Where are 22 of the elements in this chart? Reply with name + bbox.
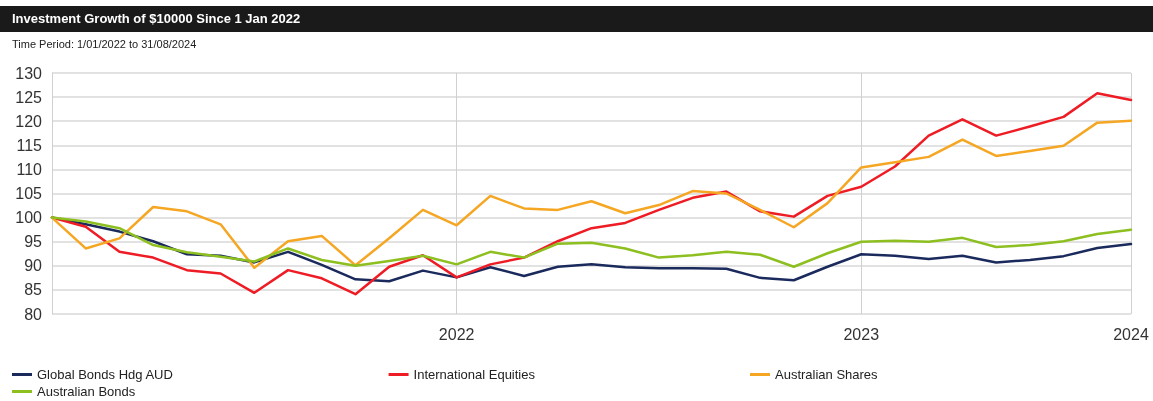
x-tick-label: 2024 xyxy=(1113,325,1149,343)
x-tick-label: 2023 xyxy=(843,325,880,343)
y-tick-label: 85 xyxy=(24,281,43,299)
y-tick-label: 110 xyxy=(16,160,43,178)
y-tick-label: 120 xyxy=(15,112,43,130)
legend-label: Australian Shares xyxy=(774,367,879,382)
line-series xyxy=(50,119,1133,269)
legend-label: Global Bonds Hdg AUD xyxy=(37,367,173,382)
y-tick-label: 80 xyxy=(24,305,43,323)
line-series xyxy=(50,216,1133,269)
chart-subtitle: Time Period: 1/01/2022 to 31/08/2024 xyxy=(11,38,198,52)
y-tick-label: 115 xyxy=(16,136,43,154)
y-tick-label: 125 xyxy=(15,88,43,106)
y-tick-label: 90 xyxy=(24,257,43,275)
x-tick-label: 2022 xyxy=(438,325,475,343)
y-tick-label: 130 xyxy=(15,64,43,82)
chart-title: Investment Growth of $10000 Since 1 Jan 2022 xyxy=(0,6,1153,32)
legend-label: Australian Bonds xyxy=(37,384,136,399)
y-tick-label: 95 xyxy=(24,233,43,251)
y-tick-label: 100 xyxy=(15,209,43,227)
y-tick-label: 105 xyxy=(15,185,43,202)
legend-label: International Equities xyxy=(413,367,536,382)
